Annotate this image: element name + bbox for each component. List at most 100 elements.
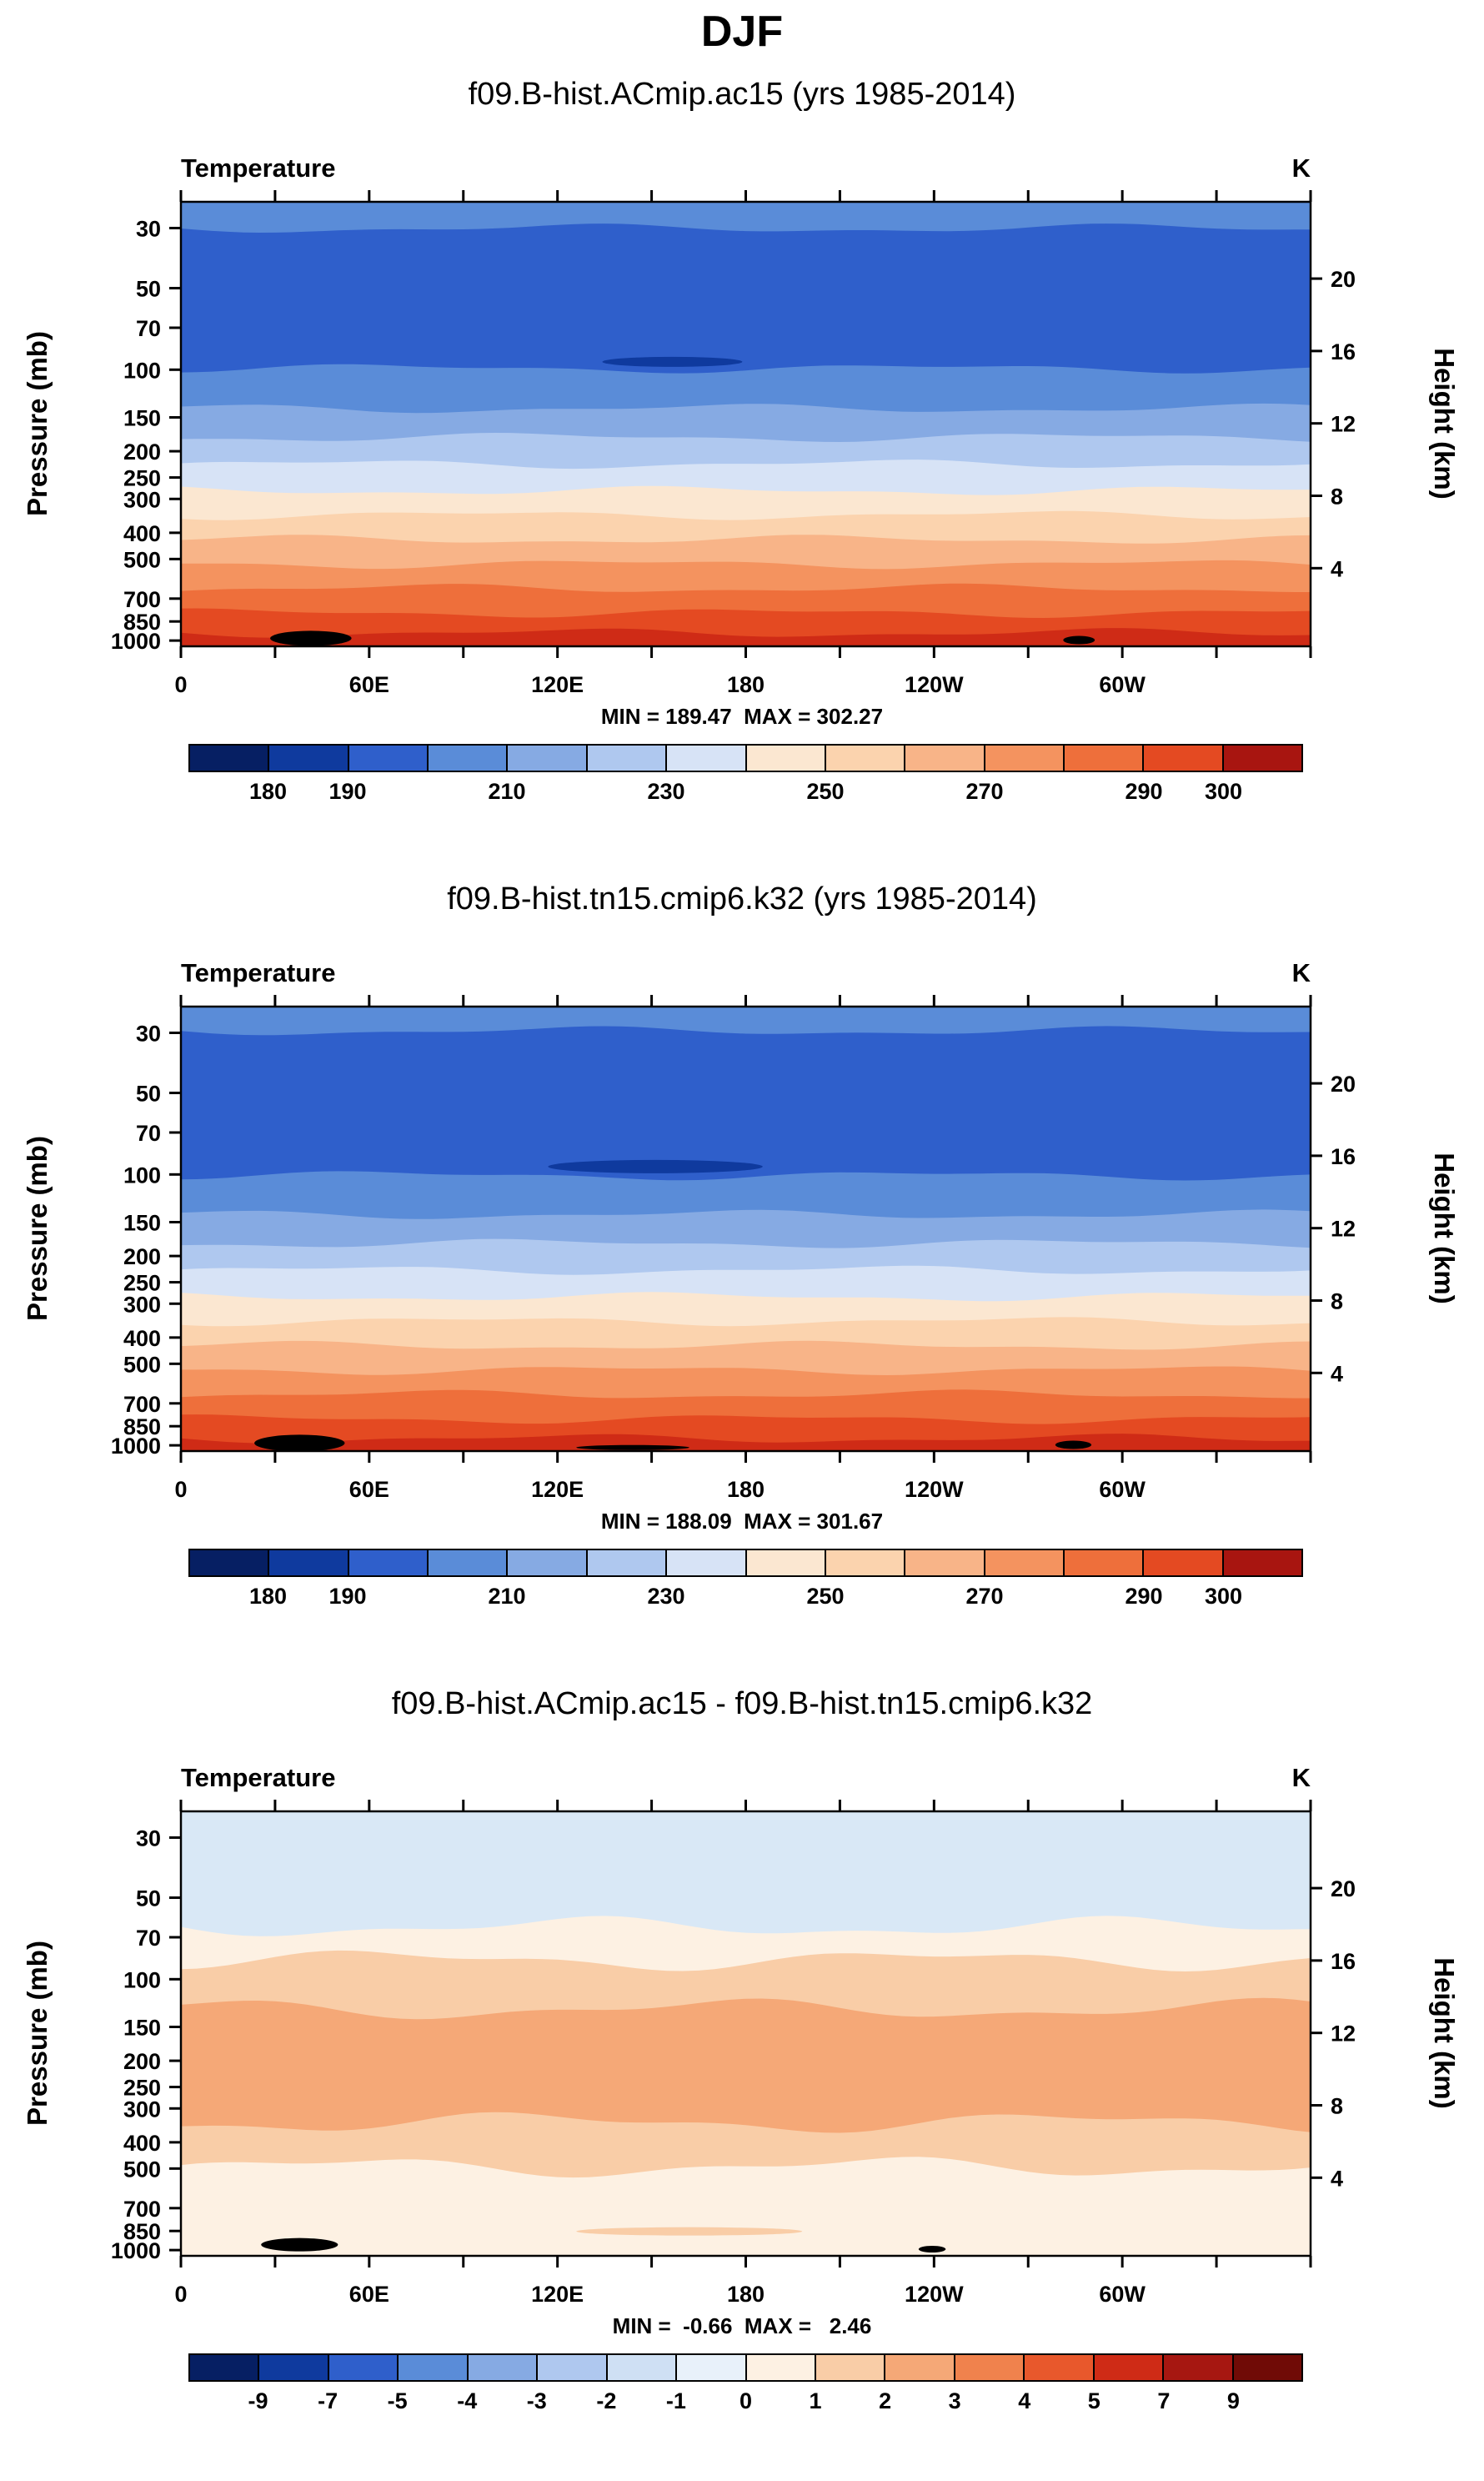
colorbar-label: 5 [1087, 2388, 1100, 2413]
colorbar-labels: -9 -7 -5 -4 -3 -2 -1 0 1 2 3 4 5 7 9 [188, 2388, 1303, 2422]
panel-title: f09.B-hist.ACmip.ac15 (yrs 1985-2014) [468, 77, 1016, 112]
tick-label: 1000 [111, 1434, 161, 1459]
colorbar-cell [1062, 746, 1143, 771]
tick-label: 50 [136, 1082, 161, 1107]
colorbar-cell [904, 746, 984, 771]
tick-label: 1000 [111, 629, 161, 654]
tick-label: 70 [136, 316, 161, 341]
tick-label: 120E [531, 1477, 584, 1502]
colorbar-label: 270 [965, 779, 1004, 804]
colorbar-cell [1231, 2355, 1301, 2380]
colorbar-cell [466, 2355, 537, 2380]
tick-label: 120W [905, 2282, 964, 2307]
tick-label: 100 [123, 1163, 161, 1188]
field-label: Temperature [181, 153, 336, 183]
tick-label: 16 [1331, 1144, 1356, 1169]
colorbar-cell [745, 746, 825, 771]
contour-band [181, 628, 1311, 646]
colorbar-cell [983, 1550, 1063, 1575]
tick-label: 60W [1099, 672, 1146, 697]
tick-label: 180 [727, 2282, 765, 2307]
colorbar-label: -9 [248, 2388, 268, 2413]
min-max-stats: MIN = 189.47 MAX = 302.27 [600, 704, 884, 729]
colorbar-cell [814, 2355, 885, 2380]
colorbar-label: -3 [526, 2388, 547, 2413]
colorbar-label: 300 [1204, 1584, 1243, 1609]
tick-label: 12 [1331, 2021, 1356, 2047]
axis-ticks [169, 995, 1322, 1463]
colorbar-cells [188, 1549, 1303, 1577]
tick-label: 100 [123, 1967, 161, 1992]
colorbar-cell [745, 1550, 825, 1575]
tick-label: 60E [349, 1477, 389, 1502]
colorbar-cell [1142, 1550, 1222, 1575]
colorbar-label: -7 [318, 2388, 338, 2413]
surface-blob [261, 2237, 338, 2252]
tick-label: 16 [1331, 1949, 1356, 1974]
panel-title: f09.B-hist.ACmip.ac15 - f09.B-hist.tn15.… [391, 1686, 1093, 1721]
tick-label: 60W [1099, 1477, 1146, 1502]
colorbar-cell [1162, 2355, 1232, 2380]
tick-label: 850 [123, 610, 161, 635]
tick-label: 120E [531, 2282, 584, 2307]
colorbar-cell [1142, 746, 1222, 771]
colorbar-cell [347, 746, 428, 771]
colorbar: 180 190 210 230 250 270 290 300 [188, 1549, 1303, 1617]
colorbar-cell [397, 2355, 467, 2380]
colorbar-label: 190 [328, 1584, 367, 1609]
colorbar-cells [188, 744, 1303, 772]
colorbar-cell [190, 746, 268, 771]
contour-band [181, 1434, 1311, 1451]
tick-label: 300 [123, 2097, 161, 2122]
tick-label: 180 [727, 672, 765, 697]
colorbar-cell [665, 746, 745, 771]
tick-label: 250 [123, 1271, 161, 1296]
units-label: K [1291, 1763, 1311, 1792]
surface-blob [576, 1444, 689, 1450]
contour-lens [576, 2227, 803, 2236]
tick-label: 400 [123, 1326, 161, 1351]
colorbar-cell [675, 2355, 745, 2380]
axis-ticks [169, 190, 1322, 658]
colorbar-cell [327, 2355, 398, 2380]
tick-label: 300 [123, 487, 161, 512]
tick-label: 500 [123, 1352, 161, 1377]
colorbar-cells [188, 2353, 1303, 2382]
colorbar-cell [953, 2355, 1024, 2380]
colorbar-cell [585, 746, 666, 771]
field-bands [181, 1007, 1311, 1451]
colorbar: 180 190 210 230 250 270 290 300 [188, 744, 1303, 812]
field-label: Temperature [181, 958, 336, 987]
units-label: K [1291, 153, 1311, 183]
tick-label: 8 [1331, 485, 1343, 510]
tick-label: 100 [123, 358, 161, 383]
tick-label: 150 [123, 2016, 161, 2041]
tick-label: 50 [136, 1886, 161, 1911]
tick-label: 30 [136, 1021, 161, 1046]
min-max-stats: MIN = 188.09 MAX = 301.67 [600, 1509, 884, 1534]
tick-label: 120E [531, 672, 584, 697]
colorbar-label: 290 [1125, 1584, 1163, 1609]
colorbar-label: 290 [1125, 779, 1163, 804]
tick-label: 4 [1331, 2166, 1343, 2191]
colorbar-cell [506, 746, 586, 771]
colorbar-labels: 180 190 210 230 250 270 290 300 [188, 1584, 1303, 1617]
tick-label: 8 [1331, 1289, 1343, 1314]
colorbar-cell [605, 2355, 676, 2380]
tick-label: 0 [174, 2282, 187, 2307]
surface-blob [270, 630, 352, 646]
surface-blob [918, 2246, 946, 2253]
contour-lens [548, 1159, 763, 1173]
colorbar-cell [1062, 1550, 1143, 1575]
panel-top: f09.B-hist.ACmip.ac15 (yrs 1985-2014) Te… [0, 77, 1484, 881]
tick-label: 400 [123, 2131, 161, 2156]
tick-label: 0 [174, 1477, 187, 1502]
colorbar-cell [1221, 746, 1302, 771]
tick-label: 20 [1331, 1072, 1356, 1097]
field-label: Temperature [181, 1763, 336, 1792]
tick-label: 20 [1331, 1876, 1356, 1901]
